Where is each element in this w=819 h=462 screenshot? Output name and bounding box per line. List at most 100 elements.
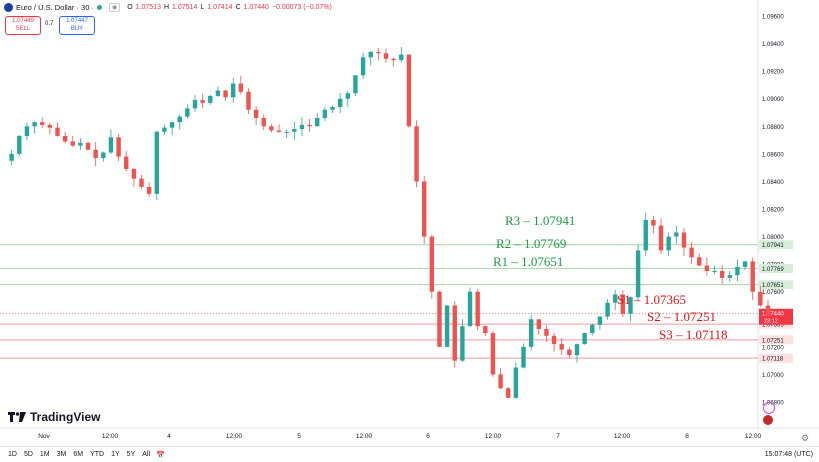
x-tick-label: 12:00 [356, 433, 373, 440]
candle-body [24, 126, 30, 136]
candle-body [521, 346, 526, 368]
candle-body [613, 294, 618, 303]
ohlc-close-value: 1.07440 [243, 3, 269, 11]
range-button-1d[interactable]: 1D [8, 451, 17, 458]
sell-button[interactable]: 1.07449 SELL [5, 16, 41, 35]
range-button-ytd[interactable]: YTD [90, 451, 105, 458]
candle-body [406, 54, 412, 127]
buy-label: BUY [70, 26, 84, 32]
bottom-toolbar: 1D 5D 1M 3M 6M YTD 1Y 5Y All 📅 15:07:48 (UTC) [0, 446, 819, 462]
candle-body [437, 291, 442, 347]
last-price-text: 1.07440 [762, 311, 784, 317]
candle-body [284, 131, 289, 133]
candle-body [590, 324, 595, 334]
symbol-title[interactable]: Euro / U.S. Dollar · 30 · [16, 2, 94, 12]
candle-body [269, 126, 274, 131]
candle-body [567, 349, 572, 356]
candle-body [124, 156, 129, 170]
candle-body [536, 319, 541, 329]
candle-body [620, 294, 626, 314]
buy-button[interactable]: 1.07447 BUY [59, 16, 95, 35]
candle-body [9, 153, 14, 161]
eurusd-flag-icon [4, 2, 13, 12]
candle-body [750, 261, 755, 292]
x-tick-label: 12:00 [485, 433, 502, 440]
level-badge-text-r1: 1.07651 [762, 283, 784, 289]
range-buttons: 1D 5D 1M 3M 6M YTD 1Y 5Y All [0, 451, 150, 458]
x-tick-label: 5 [297, 433, 301, 440]
candle-body [513, 367, 519, 398]
price-chart[interactable]: 1.09600 1.09400 1.09200 1.09000 1.08800 1.086… [0, 0, 819, 446]
candle-body [719, 271, 725, 278]
range-button-3m[interactable]: 3M [56, 451, 67, 458]
spread-value: 0.7 [45, 21, 54, 27]
ohlc-low-value: 1.07414 [207, 3, 233, 11]
x-tick-label: 12:00 [226, 433, 243, 440]
y-tick-label: 1.08000 [762, 235, 784, 241]
candle-body [628, 297, 633, 314]
us-flag-icon[interactable] [763, 415, 773, 425]
ohlc-high-value: 1.07514 [172, 3, 198, 11]
candle-body [605, 302, 610, 317]
sell-price: 1.07449 [12, 18, 34, 24]
candle-body [139, 178, 144, 187]
candle-body [162, 127, 167, 132]
candle-body [185, 108, 190, 117]
y-tick-label: 1.07200 [762, 345, 784, 351]
candle-body [475, 291, 480, 327]
candle-body [399, 54, 404, 61]
candle-body [192, 100, 198, 109]
candle-body [85, 142, 91, 150]
settings-gear-icon[interactable]: ⚙ [801, 433, 810, 443]
range-button-all[interactable]: All [142, 451, 151, 458]
candle-body [261, 118, 266, 127]
y-tick-label: 1.07600 [762, 290, 784, 296]
candle-body [681, 232, 687, 248]
y-tick-label: 1.08600 [762, 152, 784, 158]
candle-body [315, 118, 320, 127]
range-button-5y[interactable]: 5Y [126, 451, 136, 458]
candle-body [704, 265, 710, 272]
level-badge-r2 [759, 263, 793, 273]
candle-body [727, 275, 732, 278]
r1-label: R1 – 1.07651 [493, 254, 564, 269]
x-tick-label: 7 [556, 433, 560, 440]
candle-body [177, 116, 182, 123]
candle-body [597, 316, 603, 325]
y-tick-label: 1.09000 [762, 97, 784, 103]
s3-label: S3 – 1.07118 [659, 327, 728, 342]
candle-body [674, 232, 679, 237]
candle-body [17, 135, 22, 154]
candle-body [231, 83, 236, 98]
level-badge-s2 [759, 335, 793, 345]
level-badge-text-r2: 1.07769 [762, 267, 784, 273]
eye-icon[interactable]: ◉ [108, 2, 121, 12]
range-button-1m[interactable]: 1M [39, 451, 50, 458]
candle-body [55, 127, 60, 136]
candle-body [307, 124, 312, 127]
candle-body [40, 122, 45, 125]
range-button-5d[interactable]: 5D [23, 451, 33, 458]
candle-body [490, 333, 496, 375]
sell-label: SELL [15, 26, 31, 32]
y-tick-label: 1.09600 [762, 15, 784, 21]
candle-body [551, 335, 557, 345]
x-tick-label: 12:00 [745, 433, 762, 440]
candle-body [758, 291, 763, 306]
range-button-6m[interactable]: 6M [73, 451, 84, 458]
lightning-icon[interactable] [763, 402, 775, 414]
x-tick-label: Nov [38, 433, 50, 440]
candle-body [498, 374, 503, 389]
candle-body [215, 90, 221, 96]
range-button-1y[interactable]: 1Y [111, 451, 120, 458]
candle-body [582, 333, 587, 345]
level-badge-text-r3: 1.07941 [762, 243, 784, 249]
calendar-icon[interactable]: 📅 [156, 451, 165, 459]
candle-body [238, 83, 244, 92]
candle-body [276, 130, 282, 132]
tradingview-logo[interactable]: TradingView [8, 410, 100, 424]
candle-body [330, 106, 335, 110]
price-change: −0.00073 (−0.07%) [271, 3, 332, 11]
utc-clock[interactable]: 15:07:48 (UTC) [764, 451, 813, 458]
candle-body [765, 305, 771, 316]
